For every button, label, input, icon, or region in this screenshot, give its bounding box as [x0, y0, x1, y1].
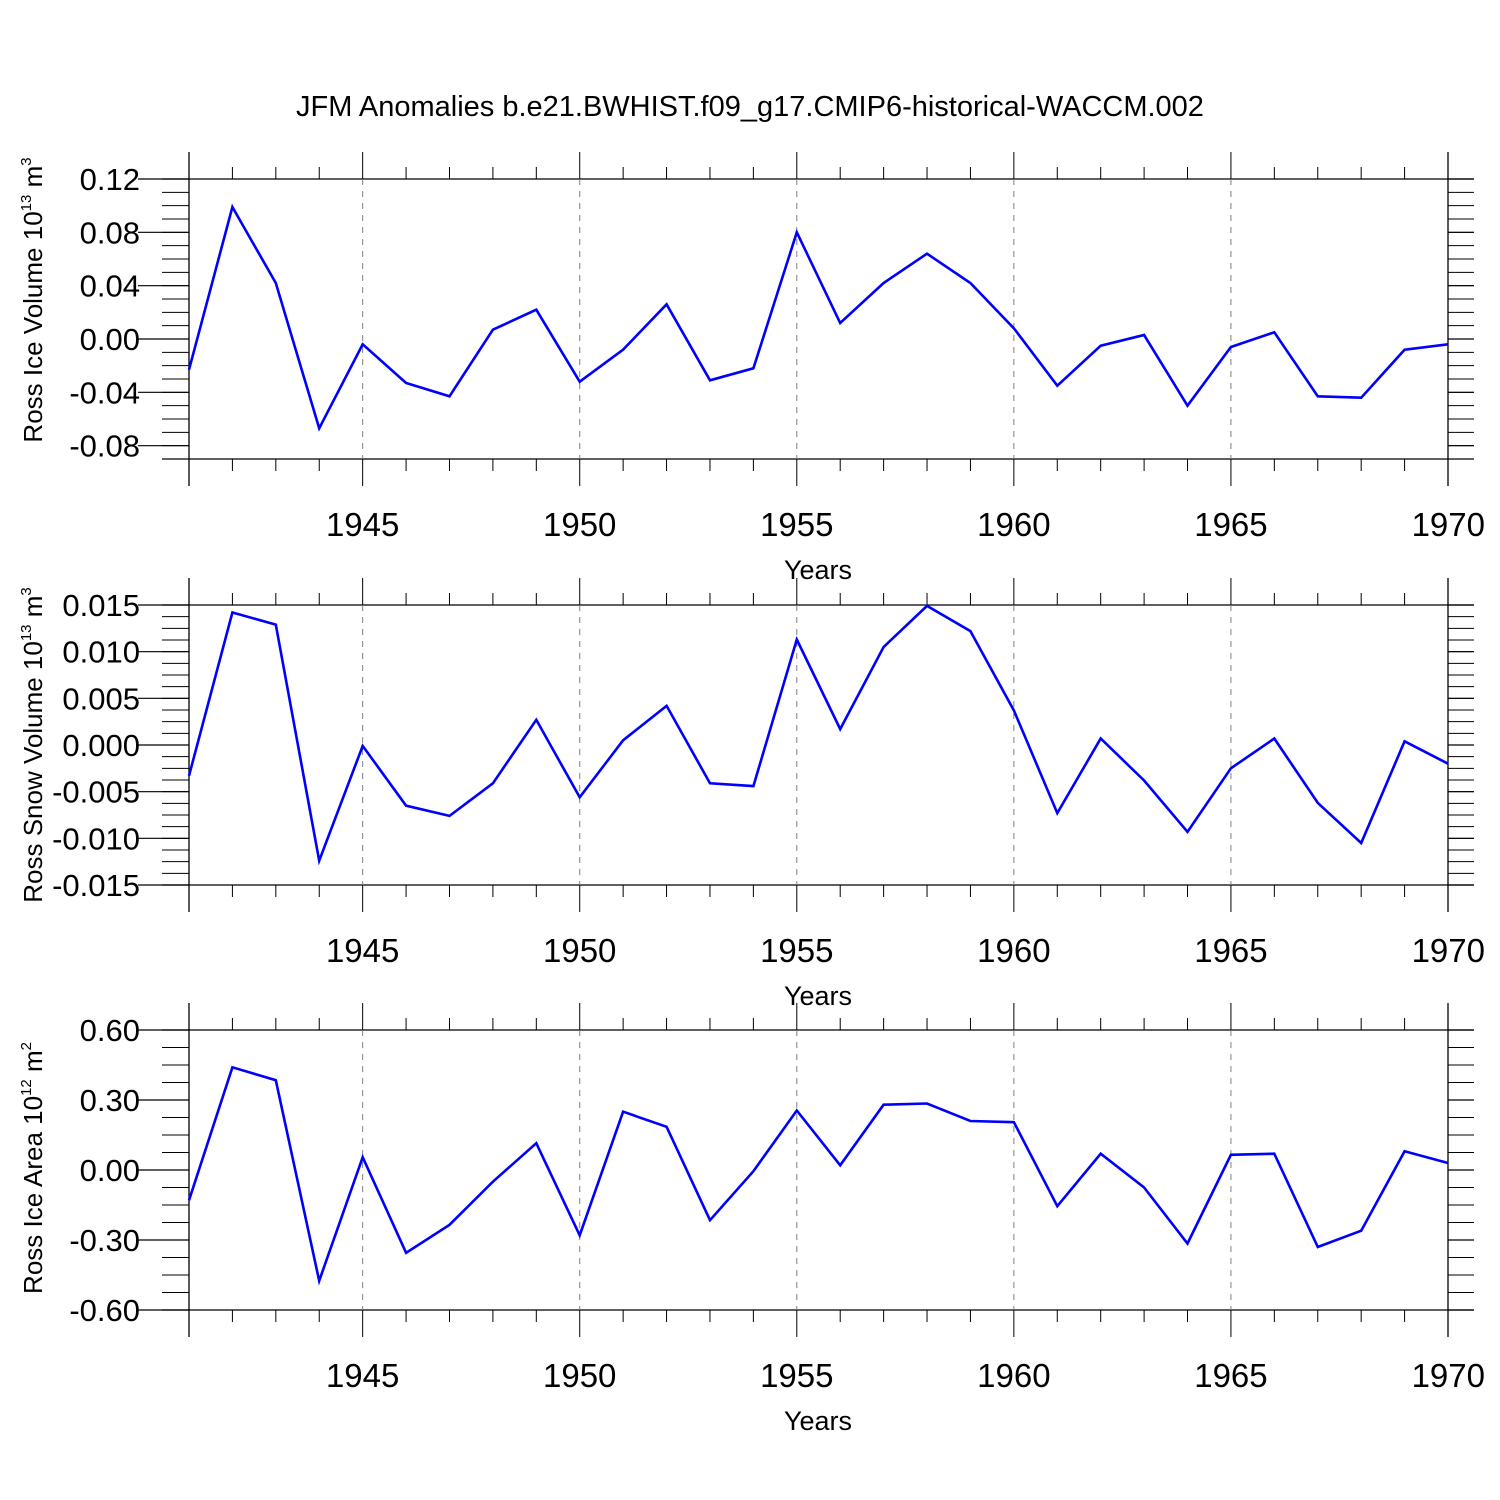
y-tick-label: 0.04: [80, 269, 140, 304]
x-tick-label-1960: 1960: [977, 1357, 1050, 1394]
y-axis-label: Ross Snow Volume 1013 m3: [18, 587, 48, 903]
y-tick-label: -0.015: [52, 868, 140, 903]
x-tick-label-1960: 1960: [977, 506, 1050, 543]
y-tick-label: 0.005: [62, 681, 140, 716]
x-tick-label-1955: 1955: [760, 1357, 833, 1394]
x-tick-label-1945: 1945: [326, 506, 399, 543]
x-tick-label-1970: 1970: [1412, 932, 1485, 969]
series-line: [187, 1065, 1449, 1286]
x-tick-label-1960: 1960: [977, 932, 1050, 969]
y-axis-label: Ross Ice Volume 1013 m3: [18, 157, 48, 442]
y-tick-label: -0.30: [69, 1223, 140, 1258]
y-tick-label: 0.000: [62, 728, 140, 763]
y-tick-label: 0.30: [80, 1083, 140, 1118]
x-tick-label-1950: 1950: [543, 506, 616, 543]
x-tick-label-1945: 1945: [326, 1357, 399, 1394]
chart-panel-2: 0.015 0.010 0.005 0.000 -0.005 -0.010 -0.015 19…: [18, 578, 1485, 1011]
chart-panel-3: 0.60 0.30 0.00 -0.30 -0.60 1945 1950 1955 1960 19…: [18, 1003, 1485, 1436]
y-tick-label: 0.010: [62, 635, 140, 670]
series-line: [187, 203, 1449, 432]
x-tick-label-1950: 1950: [543, 1357, 616, 1394]
x-tick-label-1955: 1955: [760, 506, 833, 543]
y-tick-label: 0.00: [80, 322, 140, 357]
x-axis-label: Years: [784, 555, 852, 585]
x-tick-label-1970: 1970: [1412, 1357, 1485, 1394]
y-tick-label: -0.08: [69, 429, 140, 464]
y-tick-label: 0.12: [80, 162, 140, 197]
x-tick-label-1945: 1945: [326, 932, 399, 969]
y-tick-label: -0.005: [52, 775, 140, 810]
y-tick-label: -0.60: [69, 1293, 140, 1328]
x-tick-label-1965: 1965: [1194, 506, 1267, 543]
x-tick-label-1965: 1965: [1194, 1357, 1267, 1394]
y-axis-label: Ross Ice Area 1012 m2: [18, 1042, 48, 1294]
x-tick-label-1955: 1955: [760, 932, 833, 969]
x-tick-label-1970: 1970: [1412, 506, 1485, 543]
y-tick-label: 0.015: [62, 588, 140, 623]
y-tick-label: -0.04: [69, 375, 140, 410]
x-tick-label-1965: 1965: [1194, 932, 1267, 969]
y-tick-label: 0.00: [80, 1153, 140, 1188]
y-tick-label: 0.60: [80, 1013, 140, 1048]
series-line: [187, 604, 1449, 866]
x-axis-label: Years: [784, 981, 852, 1011]
y-tick-label: -0.010: [52, 821, 140, 856]
y-tick-label: 0.08: [80, 215, 140, 250]
x-tick-label-1950: 1950: [543, 932, 616, 969]
chart-title: JFM Anomalies b.e21.BWHIST.f09_g17.CMIP6…: [296, 91, 1204, 123]
x-axis-label: Years: [784, 1406, 852, 1436]
chart-panel-1: 0.12 0.08 0.04 0.00 -0.04 -0.08 1945 1950 1955 19…: [18, 152, 1485, 585]
